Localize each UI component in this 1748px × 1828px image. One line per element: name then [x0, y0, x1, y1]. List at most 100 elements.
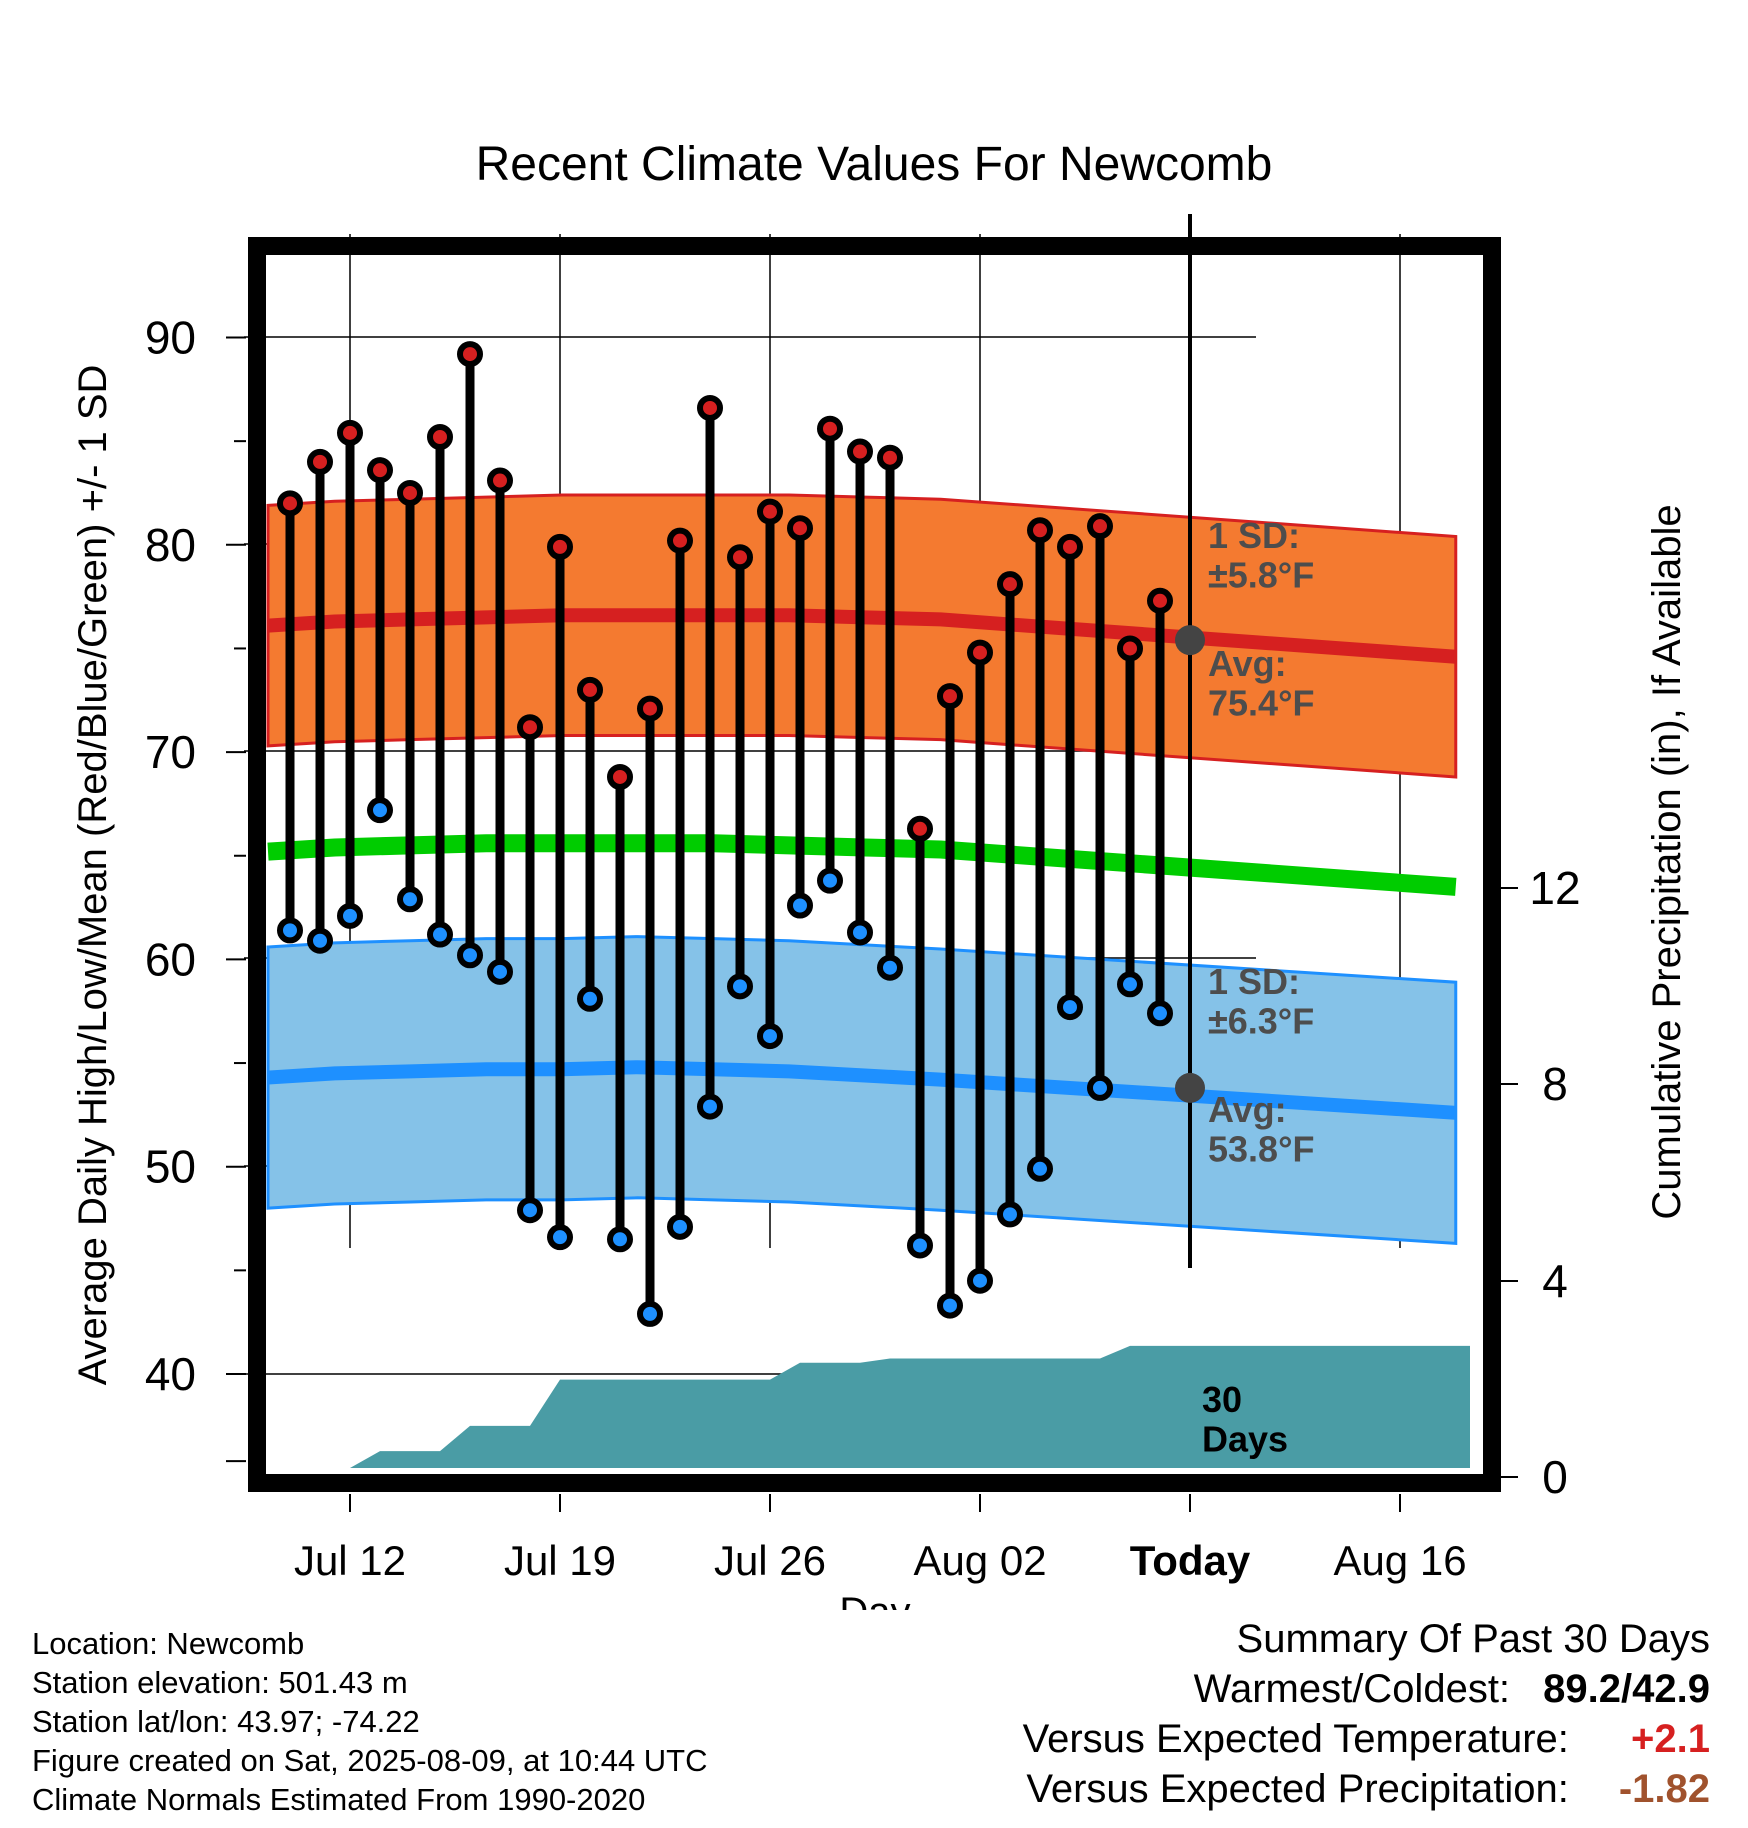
daily-range-stems [285, 354, 1165, 1314]
high-avg-annotation: Avg: 75.4°F [1208, 643, 1314, 724]
y-axis-label: Average Daily High/Low/Mean (Red/Blue/Gr… [71, 365, 115, 1386]
high-marker [577, 676, 603, 703]
y-tick-label: 50 [145, 1141, 196, 1193]
low-marker [337, 902, 363, 929]
y-tick-label: 90 [145, 312, 196, 364]
high-marker [697, 394, 723, 421]
low-marker [517, 1197, 543, 1224]
summary-warm-cold: Warmest/Coldest: 89.2/42.9 [1023, 1664, 1710, 1714]
high-marker [427, 424, 453, 451]
low-sd-annotation: 1 SD: ±6.3°F [1208, 961, 1314, 1042]
high-marker [1117, 635, 1143, 662]
low-marker [307, 927, 333, 954]
low-marker [787, 892, 813, 919]
low-marker [577, 985, 603, 1012]
high-marker [937, 683, 963, 710]
low-marker [1057, 994, 1083, 1021]
y-tick-label: 70 [145, 726, 196, 778]
station-info: Location: Newcomb Station elevation: 501… [32, 1624, 708, 1819]
low-marker [487, 958, 513, 985]
elevation-text: Station elevation: 501.43 m [32, 1665, 408, 1700]
high-marker [457, 341, 483, 368]
low-sd-annotation-line: ±6.3°F [1208, 1001, 1314, 1042]
low-marker [397, 886, 423, 913]
normal-low-line [267, 1060, 1457, 1120]
high-avg-annotation-line: 75.4°F [1208, 683, 1314, 724]
high-marker [817, 415, 843, 442]
summary-panel: Summary Of Past 30 Days Warmest/Coldest:… [1023, 1614, 1710, 1814]
high-marker [1057, 533, 1083, 560]
high-marker [967, 639, 993, 666]
today-high-avg-marker [1175, 625, 1205, 656]
low-avg-annotation-line: Avg: [1208, 1089, 1287, 1130]
y-tick-label: 60 [145, 933, 196, 985]
low-marker [967, 1267, 993, 1294]
high-marker [337, 419, 363, 446]
window-annotation: 30 Days [1202, 1379, 1288, 1460]
high-marker [667, 527, 693, 554]
high-marker [847, 438, 873, 465]
low-sd-annotation-line: 1 SD: [1208, 961, 1300, 1002]
high-marker [1087, 513, 1113, 540]
low-marker [1117, 971, 1143, 998]
x-tick-label: Jul 19 [504, 1537, 616, 1584]
low-marker [817, 867, 843, 894]
x-axis-label: Day [839, 1590, 910, 1610]
axes: 40 50 60 70 80 90 0 4 8 12 Jul 12 Jul 19 Jul 26 Aug 0… [145, 312, 1581, 1585]
high-sd-annotation-line: ±5.8°F [1208, 555, 1314, 596]
y-tick-label: 40 [145, 1348, 196, 1400]
plot-frame [248, 237, 1501, 1492]
y-tick-label: 80 [145, 519, 196, 571]
low-marker [277, 917, 303, 944]
today-low-avg-marker [1175, 1072, 1205, 1103]
high-sd-annotation-line: 1 SD: [1208, 515, 1300, 556]
high-marker [517, 714, 543, 741]
high-marker [1027, 517, 1053, 544]
high-marker [547, 533, 573, 560]
precip-value: -1.82 [1618, 1767, 1710, 1811]
latlon-text: Station lat/lon: 43.97; -74.22 [32, 1704, 420, 1739]
created-text: Figure created on Sat, 2025-08-09, at 10… [32, 1743, 708, 1778]
low-marker [667, 1213, 693, 1240]
low-marker [607, 1226, 633, 1253]
high-marker [787, 515, 813, 542]
low-marker [877, 954, 903, 981]
low-marker [997, 1201, 1023, 1228]
low-marker [457, 942, 483, 969]
temp-value: +2.1 [1631, 1717, 1710, 1761]
high-marker [997, 571, 1023, 598]
low-avg-annotation-line: 53.8°F [1208, 1129, 1314, 1170]
x-tick-label: Jul 12 [294, 1537, 406, 1584]
low-marker [697, 1093, 723, 1120]
low-marker [937, 1292, 963, 1319]
low-marker [367, 797, 393, 824]
low-marker [757, 1023, 783, 1050]
window-annotation-line: Days [1202, 1419, 1288, 1460]
chart-title: Recent Climate Values For Newcomb [476, 138, 1273, 191]
y2-tick-label: 8 [1542, 1058, 1568, 1110]
low-marker [547, 1224, 573, 1251]
summary-heading: Summary Of Past 30 Days [1236, 1617, 1710, 1661]
low-avg-annotation: Avg: 53.8°F [1208, 1089, 1314, 1170]
location-text: Location: Newcomb [32, 1626, 305, 1661]
high-marker [367, 457, 393, 484]
precip-area-shape [350, 1345, 1470, 1468]
window-annotation-line: 30 [1202, 1379, 1242, 1420]
precipitation-area [350, 1345, 1470, 1468]
summary-precip: Versus Expected Precipitation: -1.82 [1023, 1764, 1710, 1814]
low-marker [847, 919, 873, 946]
daily-markers [277, 341, 1205, 1327]
y2-tick-label: 12 [1529, 862, 1580, 914]
x-tick-label: Aug 16 [1333, 1537, 1466, 1584]
y2-axis-label: Cumulative Precipitation (in), If Availa… [1645, 504, 1689, 1219]
summary-temp: Versus Expected Temperature: +2.1 [1023, 1714, 1710, 1764]
high-marker [307, 448, 333, 475]
warm-cold-value: 89.2/42.9 [1543, 1667, 1710, 1711]
x-tick-label: Aug 02 [913, 1537, 1046, 1584]
low-marker [907, 1232, 933, 1259]
high-marker [757, 498, 783, 525]
x-tick-label: Today [1130, 1537, 1251, 1584]
temp-label: Versus Expected Temperature: [1022, 1717, 1569, 1761]
high-marker [727, 544, 753, 571]
